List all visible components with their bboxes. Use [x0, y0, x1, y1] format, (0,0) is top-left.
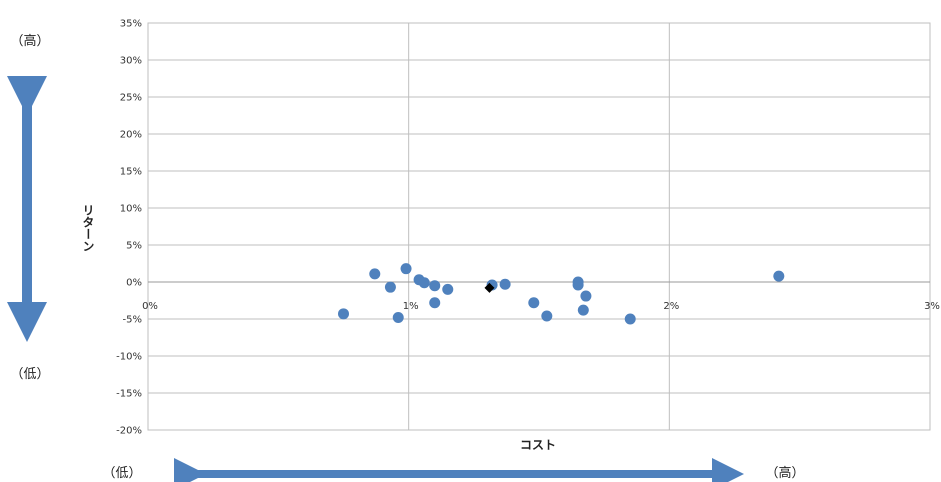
- y-tick-label: 10%: [120, 204, 142, 215]
- x-high-label: （高）: [765, 465, 804, 481]
- y-tick-label: 0%: [126, 278, 142, 289]
- data-point: [400, 263, 412, 275]
- data-points: [338, 263, 785, 325]
- data-point: [541, 310, 553, 322]
- y-tick-label: 15%: [120, 167, 142, 178]
- y-tick-label: 5%: [126, 241, 142, 252]
- x-tick-label: 3%: [924, 301, 940, 312]
- data-point: [369, 268, 381, 280]
- data-point: [384, 281, 396, 293]
- y-tick-label: -10%: [116, 352, 142, 363]
- data-point: [580, 290, 592, 302]
- x-axis-title: コスト: [520, 438, 556, 452]
- data-point: [577, 304, 589, 316]
- y-tick-label: 30%: [120, 56, 142, 67]
- data-point: [392, 312, 404, 324]
- y-axis-title: リターン: [81, 204, 95, 252]
- data-point: [442, 283, 454, 295]
- data-point: [773, 270, 785, 282]
- y-tick-label: 20%: [120, 130, 142, 141]
- x-tick-label: 1%: [403, 301, 419, 312]
- data-point: [418, 277, 430, 289]
- data-point: [499, 278, 511, 290]
- data-point: [624, 313, 636, 325]
- data-point: [429, 280, 441, 292]
- plot-border: [147, 22, 931, 431]
- y-tick-label: -15%: [116, 389, 142, 400]
- data-point: [572, 279, 584, 291]
- data-point: [528, 297, 540, 309]
- x-tick-label: 0%: [142, 301, 158, 312]
- y-tick-labels: 35% 30% 25% 20% 15% 10% 5% 0% -5% -10% -15% -20%: [116, 19, 142, 437]
- y-high-label: （高）: [10, 33, 49, 49]
- y-tick-label: 25%: [120, 93, 142, 104]
- y-tick-label: -20%: [116, 426, 142, 437]
- y-tick-label: 35%: [120, 19, 142, 30]
- data-point: [429, 297, 441, 309]
- x-low-label: （低）: [102, 466, 141, 481]
- highlight-point: [484, 282, 495, 293]
- gridlines: [147, 22, 931, 431]
- data-point: [338, 308, 349, 320]
- y-tick-label: -5%: [123, 315, 142, 326]
- y-low-label: （低）: [10, 367, 49, 382]
- x-tick-labels: 0% 1% 2% 3%: [142, 301, 940, 312]
- x-tick-label: 2%: [663, 301, 679, 312]
